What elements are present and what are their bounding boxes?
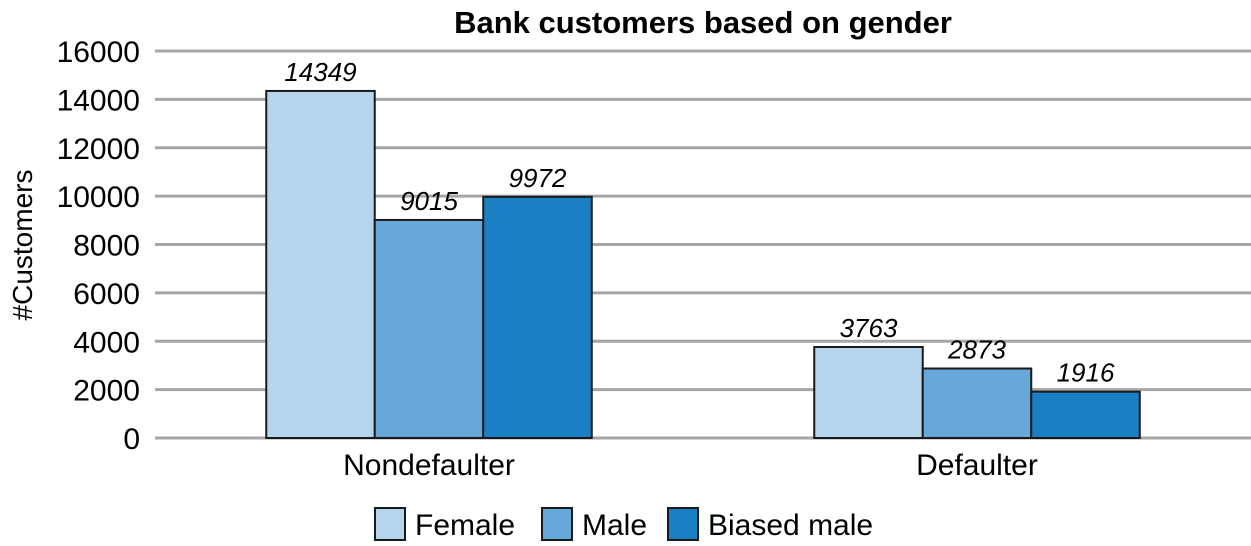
legend-label: Male [582, 509, 647, 542]
x-category-labels: Nondefaulter Defaulter [343, 449, 1038, 482]
y-tick-label: 16000 [57, 36, 140, 69]
y-tick-label: 6000 [73, 278, 140, 311]
legend: Female Male Biased male [374, 507, 873, 542]
data-label: 2873 [947, 335, 1006, 365]
bars [265, 89, 1141, 440]
legend-swatch [374, 507, 406, 541]
bar [482, 195, 593, 439]
data-label: 9972 [509, 163, 567, 193]
legend-swatch [541, 507, 573, 541]
y-tick-labels: 0 2000 4000 6000 8000 10000 12000 14000 16000 [57, 36, 140, 456]
legend-swatch [667, 507, 699, 541]
x-category-label: Nondefaulter [343, 449, 515, 482]
data-labels: 14349 9015 9972 3763 2873 1916 [284, 57, 1115, 388]
bar [1030, 390, 1141, 439]
bar [921, 367, 1033, 439]
y-tick-label: 0 [123, 423, 140, 456]
y-axis-label: #Customers [7, 170, 38, 321]
y-tick-label: 4000 [73, 326, 140, 359]
bar [265, 89, 376, 439]
y-tick-label: 2000 [73, 375, 140, 408]
bar [373, 218, 485, 439]
legend-label: Biased male [708, 509, 873, 542]
y-tick-label: 12000 [57, 133, 140, 166]
data-label: 9015 [400, 186, 458, 216]
chart-title: Bank customers based on gender [454, 5, 952, 40]
data-label: 1916 [1057, 358, 1115, 388]
data-label: 14349 [284, 57, 356, 87]
y-tick-label: 10000 [57, 181, 140, 214]
y-tick-label: 8000 [73, 230, 140, 263]
x-category-label: Defaulter [916, 449, 1038, 482]
legend-label: Female [415, 509, 515, 542]
y-tick-label: 14000 [57, 84, 140, 117]
data-label: 3763 [840, 313, 898, 343]
bar [813, 345, 924, 440]
